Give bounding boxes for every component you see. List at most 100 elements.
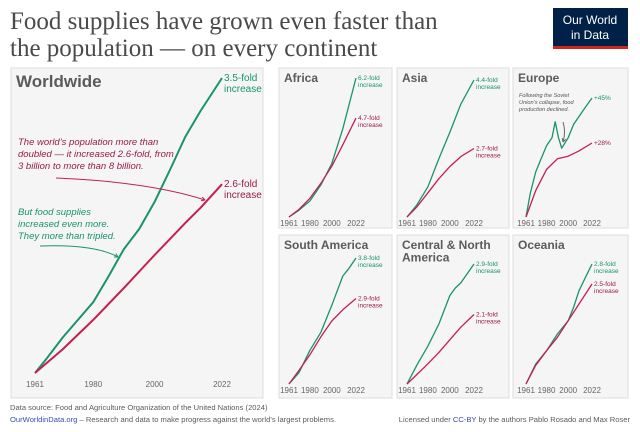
food-end-label: 2.9-fold xyxy=(476,261,498,268)
panel-background xyxy=(396,234,510,399)
x-tick-label: 2000 xyxy=(441,386,459,395)
cc-by-link[interactable]: CC-BY xyxy=(453,415,477,424)
panel-title: Worldwide xyxy=(16,72,102,91)
license-prefix: Licensed under xyxy=(399,415,453,424)
population-line xyxy=(406,147,475,218)
arrowhead xyxy=(200,196,206,202)
population-end-label: increase xyxy=(476,153,501,160)
population-line xyxy=(288,117,357,218)
x-tick-label: 1961 xyxy=(398,386,416,395)
food-end-label: +45% xyxy=(594,95,611,102)
annotation-text: 3 billion to more than 8 billion. xyxy=(18,161,144,172)
chart-title-line-1: Food supplies have grown even faster tha… xyxy=(10,8,438,35)
arrowhead xyxy=(113,253,119,258)
food-end-label: increase xyxy=(594,268,619,275)
population-end-label: +28% xyxy=(594,140,611,147)
x-tick-label: 1980 xyxy=(538,219,556,228)
annotation-text: Union’s collapse, food xyxy=(519,100,575,106)
logo-accent xyxy=(553,46,628,49)
population-end-label: 2.1-fold xyxy=(476,312,498,319)
panel-title: Oceania xyxy=(518,238,565,252)
logo-line-2: in Data xyxy=(571,28,609,42)
panel-title: Central & North xyxy=(402,238,491,252)
logo-background xyxy=(553,8,628,49)
panel-background xyxy=(396,67,510,229)
panel-title: Africa xyxy=(284,71,318,85)
population-end-label: increase xyxy=(358,122,383,129)
food-end-label: 6.2-fold xyxy=(358,75,380,82)
food-end-label: 4.4-fold xyxy=(476,77,498,84)
chart-title-line-2: the population — on every continent xyxy=(10,35,377,62)
panel-title: Europe xyxy=(518,71,560,85)
population-end-label: 4.7-fold xyxy=(358,115,380,122)
x-tick-label: 1961 xyxy=(280,219,298,228)
x-tick-label: 2000 xyxy=(323,386,341,395)
annotation-text: doubled — it increased 2.6-fold, from xyxy=(18,149,174,160)
food-end-label: 3.8-fold xyxy=(358,255,380,262)
x-tick-label: 1961 xyxy=(517,219,535,228)
x-tick-label: 1980 xyxy=(301,386,319,395)
population-end-label: 2.5-fold xyxy=(594,281,616,288)
population-line xyxy=(288,298,357,385)
food-end-label: increase xyxy=(358,82,383,89)
tagline: – Research and data to make progress aga… xyxy=(77,415,336,424)
annotation-arrow xyxy=(55,177,206,201)
x-tick-label: 2022 xyxy=(213,380,231,389)
food-line xyxy=(525,97,593,218)
population-end-label: increase xyxy=(476,319,501,326)
food-end-label: 3.5-fold xyxy=(224,73,257,84)
x-tick-label: 2022 xyxy=(465,219,483,228)
annotation-text: Following the Soviet xyxy=(519,93,570,99)
footer-tagline-line: OurWorldinData.org – Research and data t… xyxy=(10,415,336,424)
arrowhead xyxy=(561,137,567,143)
x-tick-label: 2000 xyxy=(323,219,341,228)
x-tick-label: 1980 xyxy=(84,380,102,389)
footer: Data source: Food and Agriculture Organi… xyxy=(10,403,630,424)
food-end-label: increase xyxy=(476,268,501,275)
license-suffix: by the authors Pablo Rosado and Max Rose… xyxy=(476,415,630,424)
food-line xyxy=(288,257,357,385)
annotation-text: production declined. xyxy=(518,107,569,113)
population-line xyxy=(525,142,593,218)
logo-line-1: Our World xyxy=(563,13,617,27)
x-tick-label: 2022 xyxy=(583,386,601,395)
annotation-text: They more than tripled. xyxy=(18,231,116,242)
x-tick-label: 1980 xyxy=(538,386,556,395)
owid-link[interactable]: OurWorldinData.org xyxy=(10,415,77,424)
population-end-label: increase xyxy=(358,303,383,310)
food-line xyxy=(406,263,475,385)
x-tick-label: 1961 xyxy=(398,219,416,228)
annotation-text: The world’s population more than xyxy=(18,137,158,148)
population-line xyxy=(406,314,475,385)
panel-title: America xyxy=(402,251,450,265)
owid-logo[interactable]: Our World in Data xyxy=(553,8,628,49)
x-tick-label: 1961 xyxy=(280,386,298,395)
x-tick-label: 2022 xyxy=(347,386,365,395)
data-source: Data source: Food and Agriculture Organi… xyxy=(10,403,268,412)
x-tick-label: 1980 xyxy=(419,386,437,395)
annotation-arrow xyxy=(562,121,565,143)
food-end-label: increase xyxy=(358,262,383,269)
x-tick-label: 2000 xyxy=(441,219,459,228)
panel-europe: Europe 1961 1980 2000 2022 +45% +28% Following … xyxy=(512,67,629,229)
food-end-label: 2.8-fold xyxy=(594,261,616,268)
license-line: Licensed under CC-BY by the authors Pabl… xyxy=(399,415,631,424)
x-tick-label: 2000 xyxy=(146,380,164,389)
population-end-label: 2.9-fold xyxy=(358,296,380,303)
food-end-label: increase xyxy=(224,84,262,95)
annotation-text: But food supplies xyxy=(18,207,91,218)
panel-title: South America xyxy=(284,238,369,252)
x-tick-label: 2022 xyxy=(465,386,483,395)
panel-background xyxy=(278,67,393,229)
annotation-text: increased even more. xyxy=(18,219,109,230)
population-end-label: increase xyxy=(594,288,619,295)
x-tick-label: 2022 xyxy=(583,219,601,228)
food-line xyxy=(34,77,223,374)
